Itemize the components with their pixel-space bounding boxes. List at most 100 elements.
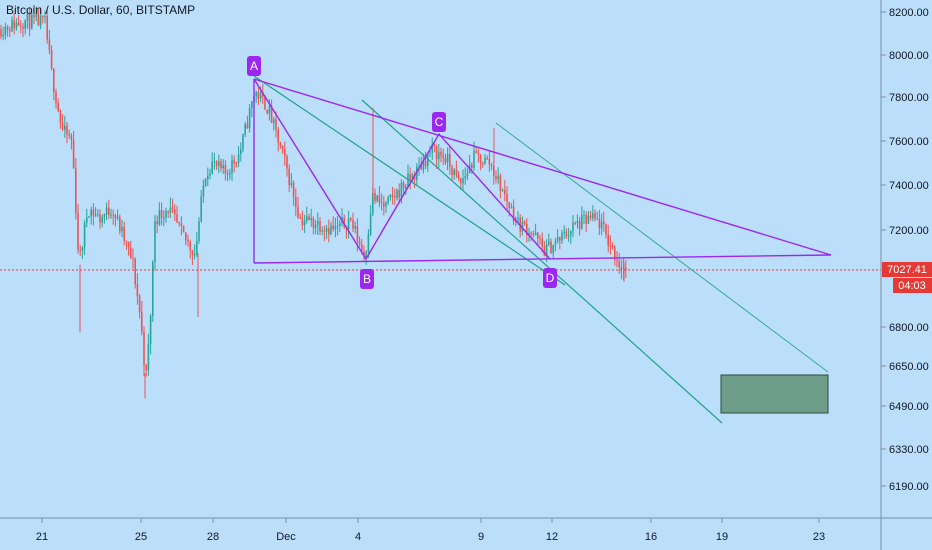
candle-body xyxy=(116,216,119,218)
time-tick-label: 23 xyxy=(813,531,825,543)
candle-body xyxy=(105,207,108,215)
candle-body xyxy=(11,20,13,32)
candle-body xyxy=(396,190,398,198)
pattern-base-line xyxy=(253,254,832,264)
price-tick-label: 6650.00 xyxy=(889,361,929,373)
candle-body xyxy=(567,235,570,237)
candle-body xyxy=(64,125,66,130)
candle-body xyxy=(119,216,121,232)
candle-body xyxy=(42,15,44,17)
candle-body xyxy=(50,50,53,69)
candle-body xyxy=(512,206,515,222)
projection-line xyxy=(495,122,829,373)
price-tick-label: 7200.00 xyxy=(889,225,929,237)
candle-body xyxy=(218,161,220,166)
candle-body xyxy=(328,228,330,235)
candle-body xyxy=(429,153,431,155)
candle-body xyxy=(585,214,587,224)
candle-body xyxy=(493,165,495,177)
candle-body xyxy=(501,189,504,191)
candle-body xyxy=(268,105,271,114)
candle-body xyxy=(20,25,22,27)
candle-body xyxy=(235,162,238,164)
candle-body xyxy=(160,210,163,218)
candle-body xyxy=(145,364,147,371)
candle-body xyxy=(295,196,297,207)
candle-body xyxy=(174,209,176,215)
candle-body xyxy=(556,237,559,242)
time-tick-label: 16 xyxy=(645,531,657,543)
candle-body xyxy=(185,232,187,240)
candle-body xyxy=(600,221,603,229)
candle-body xyxy=(330,225,332,235)
candle-body xyxy=(499,175,502,191)
candle-body xyxy=(204,179,207,186)
candle-body xyxy=(486,157,488,159)
price-axis[interactable]: 8200.00 8000.00 7800.00 7600.00 7400.00 7200.… xyxy=(881,7,932,493)
candle-body xyxy=(202,185,205,197)
candle-body xyxy=(31,14,33,29)
candle-body xyxy=(446,154,449,163)
time-tick-label: 9 xyxy=(478,531,484,543)
candle-body xyxy=(312,218,315,228)
candle-body xyxy=(112,214,114,216)
candle-body xyxy=(297,206,299,218)
candle-body xyxy=(123,226,125,241)
candle-body xyxy=(15,22,18,29)
candle-body xyxy=(574,222,576,224)
candle-body xyxy=(418,165,420,167)
time-axis[interactable]: 21 25 28 Dec 4 9 12 16 19 23 xyxy=(36,518,825,543)
candle-body xyxy=(134,259,136,285)
pattern-upper-line xyxy=(253,78,832,256)
candle-body xyxy=(53,68,55,93)
time-tick-label: 12 xyxy=(546,531,558,543)
candle-body xyxy=(281,145,284,150)
candle-body xyxy=(409,173,411,181)
candle-body xyxy=(90,209,92,217)
candle-body xyxy=(521,221,524,232)
candle-body xyxy=(398,190,400,198)
candle-body xyxy=(339,223,341,226)
candle-body xyxy=(26,13,29,21)
candle-body xyxy=(24,20,26,29)
candle-body xyxy=(165,211,167,218)
pattern-point-label: A xyxy=(250,59,258,73)
candle-body xyxy=(193,254,196,256)
candle-body xyxy=(242,134,244,150)
candle-body xyxy=(592,213,594,219)
candle-body xyxy=(81,247,84,251)
candle-body xyxy=(440,152,442,156)
candle-body xyxy=(453,169,455,176)
candle-body xyxy=(609,245,612,247)
candle-body xyxy=(537,232,539,239)
candle-body xyxy=(336,225,339,227)
candle-body xyxy=(37,14,40,26)
candle-body xyxy=(422,161,425,170)
candle-body xyxy=(9,29,11,32)
candle-body xyxy=(255,91,257,97)
candle-body xyxy=(246,124,249,129)
candle-body xyxy=(607,234,609,246)
candle-body xyxy=(490,164,493,166)
candle-body xyxy=(363,251,365,257)
candle-body xyxy=(209,173,211,176)
price-tick-label: 6330.00 xyxy=(889,444,929,456)
candle-body xyxy=(594,213,596,220)
price-tick-label: 7600.00 xyxy=(889,136,929,148)
candle-body xyxy=(495,176,497,180)
candle-body xyxy=(17,22,20,26)
candle-body xyxy=(530,232,532,235)
candle-body xyxy=(583,214,585,216)
candle-body xyxy=(70,135,73,140)
candle-body xyxy=(273,119,275,123)
candle-body xyxy=(226,173,229,175)
candle-body xyxy=(541,238,543,247)
candle-body xyxy=(471,164,473,168)
candle-body xyxy=(532,234,535,236)
candle-body xyxy=(114,215,117,218)
candle-body xyxy=(233,160,235,163)
candle-body xyxy=(466,173,469,177)
candle-body xyxy=(449,154,451,167)
candle-body xyxy=(229,173,231,175)
